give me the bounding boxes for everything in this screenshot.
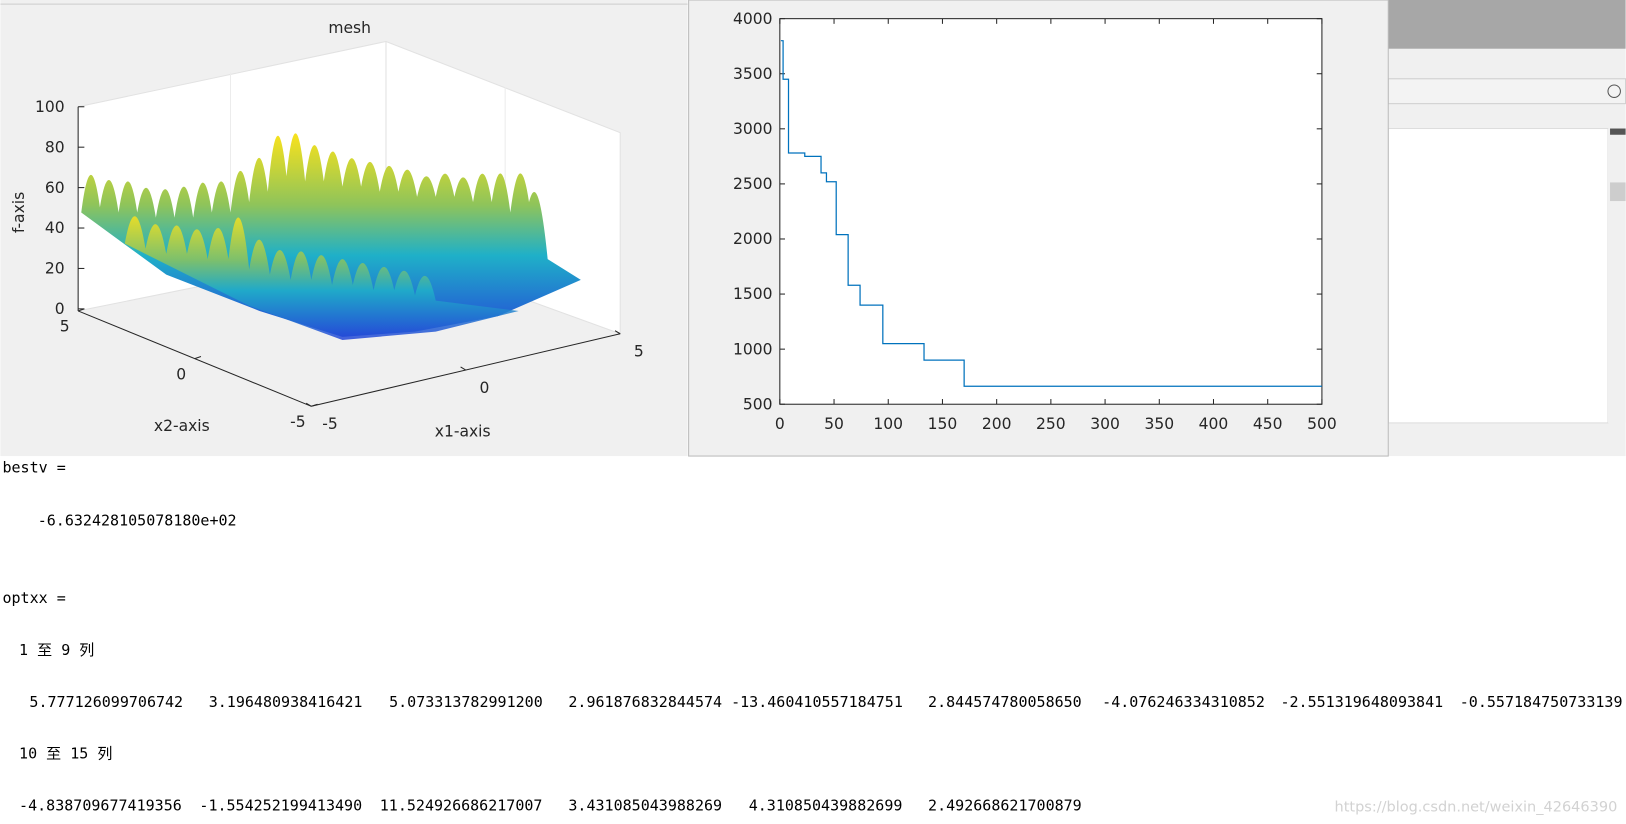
z-tick-label: 40: [45, 219, 65, 237]
command-window: bestv = -6.632428105078180e+02 optxx = 1…: [2, 459, 1622, 815]
x1-label: x1-axis: [435, 422, 491, 440]
x-tick-label: 200: [982, 415, 1012, 433]
series-line: [780, 40, 1322, 387]
side-header: [1388, 0, 1626, 49]
console-number: 4.310850439882699: [749, 797, 903, 815]
x1-tick-label: -5: [322, 415, 338, 433]
console-number: 11.524926686217007: [380, 797, 543, 815]
side-bar: [1387, 78, 1626, 105]
console-number: 2.844574780058650: [928, 693, 1082, 711]
y-tick-label: 4000: [733, 10, 773, 28]
plot-area: [779, 18, 1323, 405]
x-tick-label: 100: [873, 415, 903, 433]
console-text: bestv =: [2, 459, 65, 477]
console-number: -2.551319648093841: [1280, 693, 1443, 711]
console-number: -1.554252199413490: [199, 797, 362, 815]
x1-tick: [614, 330, 621, 335]
side-content: [1387, 128, 1609, 424]
console-text: optxx =: [2, 589, 65, 607]
x1-tick: [305, 402, 312, 407]
x1-tick: [460, 366, 467, 371]
collapse-icon[interactable]: [1607, 84, 1621, 98]
y-tick-label: 2000: [733, 230, 773, 248]
x2-tick: [194, 356, 202, 360]
x1-tick-label: 0: [479, 379, 489, 397]
x1-tick-label: 5: [634, 343, 644, 361]
console-number: -4.076246334310852: [1102, 693, 1265, 711]
x-tick-label: 400: [1199, 415, 1229, 433]
x2-tick: [311, 403, 318, 407]
console-text: 1 至 9 列: [19, 641, 94, 659]
x-tick-label: 350: [1144, 415, 1174, 433]
y-tick-label: 1000: [733, 340, 773, 358]
console-number: -4.838709677419356: [19, 797, 182, 815]
x-tick-label: 0: [775, 415, 785, 433]
z-tick-label: 60: [45, 179, 65, 197]
console-number: 3.431085043988269: [568, 797, 722, 815]
console-number: -13.460410557184751: [731, 693, 903, 711]
mesh-title: mesh: [328, 19, 371, 37]
x2-tick: [77, 308, 85, 312]
console-number: 5.777126099706742: [29, 693, 183, 711]
z-label: f-axis: [10, 192, 28, 233]
x2-tick-label: 0: [176, 365, 186, 383]
console-number: -0.557184750733139: [1460, 693, 1623, 711]
console-number: 5.073313782991200: [389, 693, 543, 711]
scroll-thumb[interactable]: [1610, 182, 1626, 202]
console-number: 3.196480938416421: [209, 693, 363, 711]
x-tick-label: 50: [824, 415, 844, 433]
x-tick-label: 300: [1090, 415, 1120, 433]
z-tick-label: 20: [45, 260, 65, 278]
y-tick-label: 1500: [733, 285, 773, 303]
scroll-mark: [1610, 128, 1626, 135]
console-number: 2.492668621700879: [928, 797, 1082, 815]
y-tick-label: 3500: [733, 65, 773, 83]
surface-front: [124, 216, 519, 340]
y-tick-label: 2500: [733, 175, 773, 193]
x-tick-label: 450: [1253, 415, 1283, 433]
z-tick-label: 80: [45, 138, 65, 156]
y-tick-label: 500: [743, 395, 773, 413]
x2-tick-label: 5: [60, 318, 70, 336]
z-tick-label: 100: [35, 98, 65, 116]
x2-tick-label: -5: [290, 413, 306, 431]
scrollbar[interactable]: [1607, 128, 1626, 423]
x-tick-label: 500: [1307, 415, 1337, 433]
console-number: 2.961876832844574: [568, 693, 722, 711]
watermark: https://blog.csdn.net/weixin_42646390: [1335, 800, 1618, 816]
z-tick-label: 0: [55, 300, 65, 318]
line-axes: 0 50 100 150 200 250 300 350 400 450 500 500 1000 150…: [733, 10, 1337, 433]
x-tick-label: 250: [1036, 415, 1066, 433]
x2-label: x2-axis: [154, 417, 210, 435]
mesh-axes: mesh f-axis x2-axis x1-axis 0 20 40 60 80 100…: [10, 19, 644, 440]
y-tick-label: 3000: [733, 120, 773, 138]
console-text: 10 至 15 列: [19, 745, 112, 763]
x-tick-label: 150: [928, 415, 958, 433]
console-text: -6.632428105078180e+02: [38, 511, 237, 529]
surface: [81, 133, 581, 337]
